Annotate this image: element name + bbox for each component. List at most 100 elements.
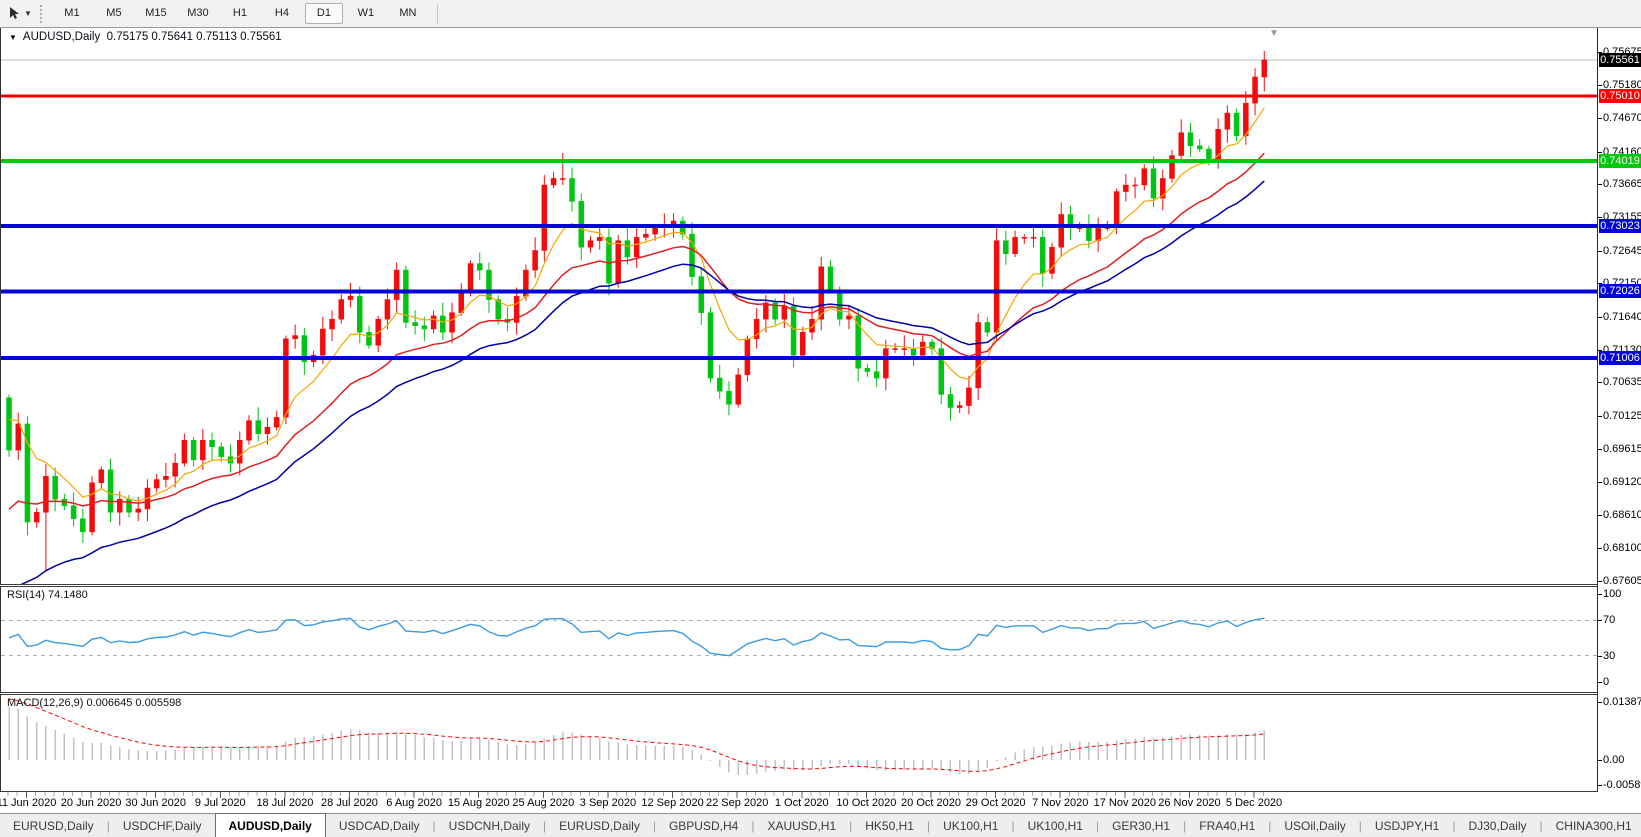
tab-hk50-h1[interactable]: HK50,H1 <box>865 818 914 833</box>
timeframe-button-mn[interactable]: MN <box>399 7 417 19</box>
candle <box>172 462 178 477</box>
tab-audusd-daily[interactable]: AUDUSD,Daily <box>214 813 326 837</box>
price-axis-label: 0.69120 <box>1603 475 1641 488</box>
candle <box>763 302 769 320</box>
price-axis-label: 0.67605 <box>1603 574 1641 587</box>
candle <box>1215 129 1221 160</box>
macd-pane[interactable]: MACD(12,26,9) 0.006645 0.005598 <box>0 695 1597 791</box>
tab-usdjpy-h1[interactable]: USDJPY,H1 <box>1374 818 1440 833</box>
time-axis[interactable]: 11 Jun 2020 20 Jun 2020 30 Jun 2020 9 Jul 2… <box>0 792 1641 813</box>
time-axis-ticks[interactable] <box>0 792 1596 813</box>
axis-tick <box>1598 151 1602 153</box>
tab-separator: | <box>1095 818 1100 833</box>
axis-tick <box>1598 415 1602 417</box>
timeframe-button-m5[interactable]: M5 <box>106 7 122 19</box>
candle <box>403 269 409 323</box>
rsi-axis-label: 100 <box>1603 588 1622 600</box>
price-axis-label: 0.73665 <box>1603 178 1641 191</box>
main-chart-canvas[interactable] <box>1 28 1597 584</box>
timeframe-button-h1[interactable]: H1 <box>232 7 247 19</box>
price-axis[interactable]: 0.756750.751800.746700.741600.736650.731… <box>1597 28 1641 792</box>
macd-canvas[interactable] <box>1 695 1597 791</box>
tab-uk100-h1[interactable]: UK100,H1 <box>943 818 999 833</box>
tab-eurusd-daily[interactable]: EURUSD,Daily <box>13 818 94 833</box>
timeframe-button-d1[interactable]: D1 <box>304 3 343 24</box>
candle <box>33 512 40 523</box>
tab-xauusd-h1[interactable]: XAUUSD,H1 <box>767 818 837 833</box>
tab-gbpusd-h4[interactable]: GBPUSD,H4 <box>668 818 739 833</box>
candle <box>329 318 335 330</box>
time-axis-label: 30 Jun 2020 <box>125 797 186 809</box>
candle <box>412 322 418 326</box>
candle <box>393 269 400 300</box>
macd-values: 0.006645 0.005598 <box>86 697 182 709</box>
candle <box>1261 59 1268 78</box>
rsi-canvas[interactable] <box>1 587 1597 692</box>
axis-tick <box>1598 449 1602 451</box>
candle <box>495 299 501 320</box>
candle <box>163 476 169 480</box>
tab-eurusd-daily[interactable]: EURUSD,Daily <box>559 818 640 833</box>
candle <box>689 233 695 277</box>
pane-separator[interactable] <box>0 584 1598 585</box>
timeframe-button-w1[interactable]: W1 <box>357 7 375 19</box>
tab-usdcad-daily[interactable]: USDCAD,Daily <box>338 818 420 833</box>
tab-ger30-h1[interactable]: GER30,H1 <box>1112 818 1171 833</box>
candle <box>440 315 446 333</box>
candle <box>1233 112 1240 137</box>
axis-tick <box>1598 580 1602 582</box>
candle <box>1086 227 1092 241</box>
candle <box>1141 168 1148 186</box>
time-axis-label: 26 Nov 2020 <box>1158 797 1221 809</box>
hline-price-badge: 0.74019 <box>1599 153 1641 168</box>
timeframe-button-m1[interactable]: M1 <box>64 7 80 19</box>
timeframe-button-m15[interactable]: M15 <box>145 7 167 19</box>
candle <box>550 178 557 186</box>
pane-separator[interactable] <box>0 692 1598 693</box>
hline-price-badge: 0.71006 <box>1599 351 1641 366</box>
tab-fra40-h1[interactable]: FRA40,H1 <box>1199 818 1256 833</box>
candle <box>606 237 612 284</box>
tab-usdcnh-daily[interactable]: USDCNH,Daily <box>448 818 531 833</box>
pane-separator[interactable] <box>0 694 1598 695</box>
candle <box>70 505 77 520</box>
candle <box>1224 112 1231 130</box>
axis-tick <box>1598 118 1602 120</box>
candle <box>726 390 732 405</box>
timeframe-button-m30[interactable]: M30 <box>187 7 209 19</box>
symbol-menu-icon[interactable]: ▼ <box>9 33 17 42</box>
rsi-pane[interactable]: RSI(14) 74.1480 <box>0 587 1597 692</box>
main-price-pane[interactable]: ▼ AUDUSD,Daily 0.75175 0.75641 0.75113 0.… <box>0 28 1597 584</box>
autoscroll-marker-icon[interactable]: ▼ <box>1269 28 1279 39</box>
timeframe-button-h4[interactable]: H4 <box>274 7 289 19</box>
chart-symbol-label: AUDUSD,Daily <box>22 31 101 43</box>
candle <box>596 237 603 241</box>
rsi-label: RSI(14) <box>7 589 45 601</box>
candle <box>1058 214 1064 248</box>
candle <box>476 263 483 271</box>
candle <box>15 423 21 451</box>
tab-china300-h1[interactable]: CHINA300,H1 <box>1555 818 1632 833</box>
cursor-tool-button[interactable]: ▼ <box>3 4 36 23</box>
tab-separator: | <box>1011 818 1015 833</box>
pane-separator[interactable] <box>0 586 1598 587</box>
tab-usoil-daily[interactable]: USOil,Daily <box>1284 818 1346 833</box>
tab-usdchf-daily[interactable]: USDCHF,Daily <box>122 818 202 833</box>
candle <box>264 426 271 434</box>
price-axis-label: 0.75180 <box>1603 78 1641 91</box>
time-axis-label: 7 Nov 2020 <box>1032 797 1089 809</box>
candle <box>1243 102 1249 137</box>
current-price-badge: 0.75561 <box>1599 52 1641 67</box>
time-axis-label: 3 Sep 2020 <box>579 797 637 809</box>
tab-dj30-daily[interactable]: DJ30,Daily <box>1468 818 1527 833</box>
price-axis-label: 0.68610 <box>1603 508 1641 521</box>
axis-tick <box>1598 217 1602 219</box>
toolbar-grip[interactable] <box>39 4 45 23</box>
candle <box>24 423 31 523</box>
candle <box>901 348 908 350</box>
tab-separator: | <box>926 818 931 833</box>
pane-separator[interactable] <box>0 791 1598 792</box>
tab-uk100-h1[interactable]: UK100,H1 <box>1027 818 1083 833</box>
price-axis-label: 0.69615 <box>1603 443 1641 456</box>
